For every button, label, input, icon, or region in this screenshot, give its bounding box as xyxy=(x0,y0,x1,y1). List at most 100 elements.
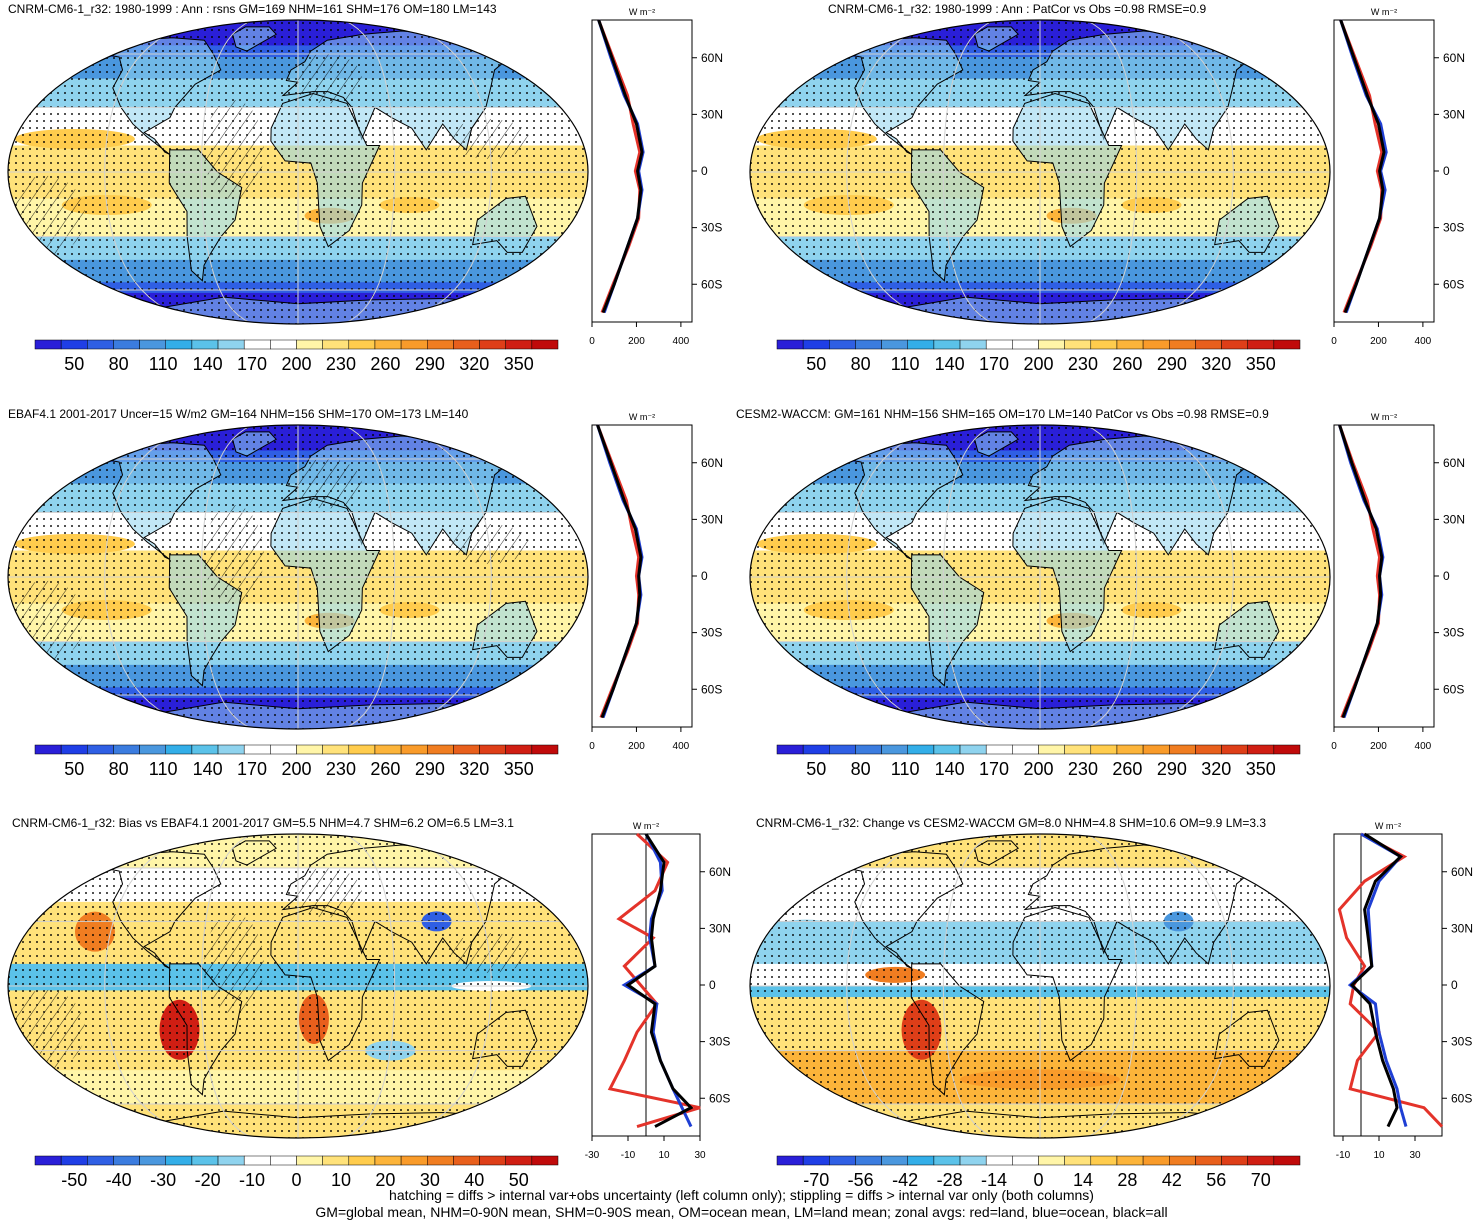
map-border xyxy=(7,833,589,1139)
colorbar-swatch xyxy=(829,339,856,350)
colorbar-tick-label: -10 xyxy=(239,1170,265,1189)
colorbar-tick-label: 42 xyxy=(1162,1170,1182,1189)
panel-middle-right: CESM2-WACCM: GM=161 NHM=156 SHM=165 OM=1… xyxy=(736,405,1483,800)
zonal-lat-label: 60S xyxy=(1443,277,1464,291)
colorbar-swatch xyxy=(1090,1155,1118,1166)
colorbar-swatch xyxy=(296,1155,323,1166)
colorbar-swatch xyxy=(322,744,350,755)
colorbar-swatch xyxy=(1064,1155,1092,1166)
colorbar-swatch xyxy=(191,1155,219,1166)
panel-graphic: 50 80 110 140 170 200 230 260 290 320 350 60N 30N 0 30… xyxy=(7,7,723,374)
colorbar-swatch xyxy=(1195,1155,1222,1166)
panel-graphic: 50 80 110 140 170 200 230 260 290 320 350 60N 30N 0 30… xyxy=(749,7,1465,374)
colorbar-tick-label: 140 xyxy=(193,354,223,374)
zonal-x-tick-label: -30 xyxy=(585,1150,600,1161)
colorbar-tick-label: 260 xyxy=(1112,354,1142,374)
colorbar-swatch xyxy=(1012,339,1039,350)
panel-title: CNRM-CM6-1_r32: Bias vs EBAF4.1 2001-201… xyxy=(12,816,514,830)
colorbar-tick-label: 260 xyxy=(1112,759,1142,779)
map-border xyxy=(749,19,1331,325)
colorbar-swatch xyxy=(322,339,350,350)
colorbar-tick-label: -42 xyxy=(892,1170,918,1189)
zonal-x-tick-label: 400 xyxy=(1415,741,1432,752)
zonal-lat-label: 60S xyxy=(1443,682,1464,696)
zonal-x-tick-label: 0 xyxy=(1331,336,1337,347)
colorbar-swatch xyxy=(907,339,935,350)
colorbar-swatch xyxy=(34,744,62,755)
zonal-x-tick-label: 400 xyxy=(1415,336,1432,347)
colorbar-tick-label: 30 xyxy=(420,1170,440,1189)
colorbar-swatch xyxy=(479,1155,506,1166)
colorbar-swatch xyxy=(959,1155,987,1166)
colorbar-swatch xyxy=(1273,339,1301,350)
zonal-line-all xyxy=(597,19,644,314)
colorbar-swatch xyxy=(139,339,167,350)
zonal-lat-label: 60N xyxy=(1443,51,1465,65)
colorbar-tick-label: 50 xyxy=(806,759,826,779)
zonal-lat-label: 30N xyxy=(701,512,723,526)
colorbar-tick-label: 110 xyxy=(149,354,178,374)
colorbar-swatch xyxy=(113,1155,140,1166)
colorbar-tick-label: 350 xyxy=(1246,759,1276,779)
colorbar-swatch xyxy=(191,339,219,350)
zonal-line-land xyxy=(607,832,701,1128)
colorbar-tick-label: -30 xyxy=(150,1170,176,1189)
colorbar-swatch xyxy=(959,339,987,350)
hatching xyxy=(203,504,264,605)
colorbar-swatch xyxy=(802,1155,830,1166)
zonal-x-tick-label: 0 xyxy=(589,741,595,752)
colorbar-swatch xyxy=(1012,744,1039,755)
colorbar-swatch xyxy=(270,744,297,755)
zonal-unit-label: W m⁻² xyxy=(1375,821,1401,831)
zonal-lat-label: 60N xyxy=(701,456,723,470)
hatching xyxy=(291,53,362,104)
colorbar-swatch xyxy=(1142,339,1170,350)
colorbar-swatch xyxy=(87,744,114,755)
zonal-x-tick-label: -10 xyxy=(621,1150,636,1161)
zonal-unit-label: W m⁻² xyxy=(1371,412,1397,422)
colorbar-swatch xyxy=(270,339,297,350)
hatching xyxy=(8,175,86,256)
colorbar-tick-label: 0 xyxy=(1033,1170,1043,1189)
colorbar-swatch xyxy=(243,339,271,350)
zonal-x-tick-label: 200 xyxy=(1370,741,1387,752)
colorbar-tick-label: -40 xyxy=(106,1170,132,1189)
colorbar-swatch xyxy=(427,744,454,755)
colorbar-swatch xyxy=(881,744,909,755)
colorbar-swatch xyxy=(802,339,830,350)
colorbar-tick-label: 0 xyxy=(291,1170,301,1189)
colorbar-tick-label: 28 xyxy=(1117,1170,1137,1189)
colorbar-swatch xyxy=(1247,744,1275,755)
colorbar-swatch xyxy=(296,339,323,350)
colorbar-tick-label: 230 xyxy=(326,759,356,779)
colorbar-swatch xyxy=(400,339,428,350)
zonal-lat-label: 30N xyxy=(1443,107,1465,121)
zonal-lat-label: 30S xyxy=(701,626,722,640)
colorbar-tick-label: 110 xyxy=(891,759,920,779)
zonal-frame xyxy=(1333,424,1435,728)
colorbar-swatch xyxy=(1247,1155,1275,1166)
colorbar-swatch xyxy=(296,744,323,755)
panel-title: EBAF4.1 2001-2017 Uncer=15 W/m2 GM=164 N… xyxy=(8,407,469,421)
zonal-frame xyxy=(1333,19,1435,323)
zonal-frame xyxy=(591,424,693,728)
colorbar-swatch xyxy=(113,744,140,755)
colorbar-tick-label: 200 xyxy=(1023,354,1053,374)
colorbar-swatch xyxy=(348,744,376,755)
colorbar-swatch xyxy=(933,1155,961,1166)
colorbar-tick-label: 290 xyxy=(415,759,445,779)
colorbar-swatch xyxy=(139,744,167,755)
zonal-lat-label: 60N xyxy=(701,51,723,65)
colorbar-tick-label: 320 xyxy=(459,354,489,374)
colorbar-swatch xyxy=(217,744,245,755)
colorbar-swatch xyxy=(776,744,804,755)
zonal-x-tick-label: 10 xyxy=(658,1150,670,1161)
colorbar-swatch xyxy=(1169,744,1196,755)
zonal-x-tick-label: 200 xyxy=(628,741,645,752)
panel-title: CNRM-CM6-1_r32: Change vs CESM2-WACCM GM… xyxy=(756,816,1267,830)
map-field xyxy=(750,425,1330,729)
colorbar-swatch xyxy=(165,339,193,350)
colorbar-tick-label: -50 xyxy=(61,1170,87,1189)
colorbar-swatch xyxy=(1221,339,1248,350)
colorbar-tick-label: -14 xyxy=(981,1170,1007,1189)
